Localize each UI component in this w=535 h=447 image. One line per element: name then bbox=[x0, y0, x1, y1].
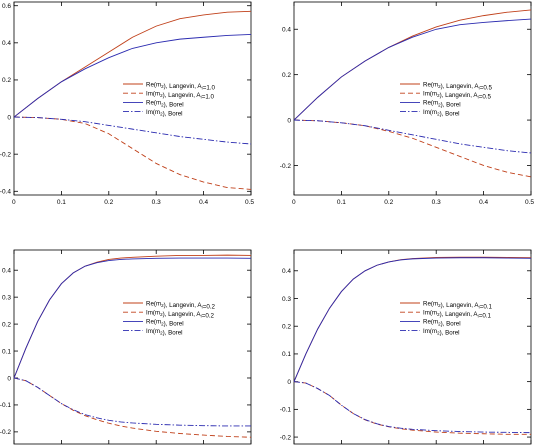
plot-frame bbox=[13, 249, 252, 445]
legend-label: Re(m2), Borel bbox=[423, 319, 461, 328]
x-tick-label: 0.3 bbox=[432, 199, 441, 206]
y-tick-label: 0.3 bbox=[2, 294, 11, 301]
y-tick-label: 0 bbox=[287, 117, 291, 124]
x-tick-label: 0.2 bbox=[104, 199, 113, 206]
series-line bbox=[293, 257, 532, 382]
series-line bbox=[13, 34, 252, 118]
legend-label: Re(m2), Langevin, AI=0.5 bbox=[423, 81, 493, 91]
y-tick-label: -0.2 bbox=[0, 151, 11, 158]
plot-frame bbox=[293, 1, 532, 196]
y-tick-label: 0.1 bbox=[2, 348, 11, 355]
series-line bbox=[13, 116, 252, 145]
y-tick-label: -0.1 bbox=[280, 407, 292, 414]
legend-label: Re(m2), Langevin, AI=1.0 bbox=[146, 81, 216, 91]
y-tick-label: -0.2 bbox=[280, 434, 292, 441]
y-tick-label: 0.2 bbox=[2, 77, 11, 84]
series-line bbox=[293, 119, 532, 154]
y-tick-label: 0.4 bbox=[282, 268, 291, 275]
series-line bbox=[13, 257, 252, 379]
y-tick-label: -0.4 bbox=[0, 189, 11, 196]
y-tick-label: 0.1 bbox=[282, 351, 291, 358]
x-tick-label: 0.2 bbox=[384, 199, 393, 206]
series-line bbox=[13, 116, 252, 190]
x-tick-label: 0.1 bbox=[57, 199, 66, 206]
series-line bbox=[293, 381, 531, 435]
y-tick-label: 0.2 bbox=[282, 72, 291, 79]
legend-label: Re(m2), Langevin, AI=0.2 bbox=[146, 300, 216, 310]
legend-label: Im(m2), Borel bbox=[423, 328, 460, 337]
x-tick-label: 0.4 bbox=[479, 199, 488, 206]
y-tick-label: 0.2 bbox=[2, 321, 11, 328]
y-tick-label: 0 bbox=[7, 375, 11, 382]
x-tick-label: 0.4 bbox=[199, 199, 208, 206]
legend-label: Im(m2), Borel bbox=[146, 109, 183, 118]
series-line bbox=[13, 377, 252, 438]
series-line bbox=[293, 18, 532, 121]
y-tick-label: 0 bbox=[287, 379, 291, 386]
legend-label: Im(m2), Borel bbox=[146, 328, 183, 337]
series-line bbox=[13, 377, 251, 427]
series-line bbox=[293, 381, 532, 434]
x-tick-label: 0 bbox=[292, 199, 296, 206]
series-line bbox=[293, 256, 532, 382]
x-tick-label: 0.5 bbox=[245, 199, 254, 206]
y-tick-label: -0.1 bbox=[0, 402, 11, 409]
legend-label: Im(m2), Langevin, AI=0.2 bbox=[146, 310, 214, 320]
x-tick-label: 0.3 bbox=[152, 199, 161, 206]
legend-label: Im(m2), Borel bbox=[423, 109, 460, 118]
x-tick-label: 0 bbox=[12, 199, 16, 206]
y-tick-label: 0.6 bbox=[2, 3, 11, 10]
legend-label: Re(m2), Borel bbox=[423, 100, 461, 109]
panel-bottom-left: 00.20.40.60.81-0.2-0.100.10.20.30.4Re(m2… bbox=[0, 249, 252, 445]
x-tick-label: 0.5 bbox=[525, 199, 534, 206]
y-tick-label: 0.4 bbox=[2, 40, 11, 47]
series-line bbox=[13, 254, 252, 379]
series-line bbox=[293, 9, 532, 121]
legend-label: Re(m2), Langevin, AI=0.1 bbox=[423, 300, 493, 310]
panel-top-right: 0 0.1 0.2 0.3 0.4 0.5 -0.2 0 0.2 0.4 Re(m2), Lange… bbox=[280, 1, 534, 206]
y-tick-label: 0.4 bbox=[2, 268, 11, 275]
legend-label: Im(m2), Langevin, AI=0.5 bbox=[423, 91, 491, 101]
panel-bottom-right: 00.20.40.60.81-0.2-0.100.10.20.30.4Re(m2… bbox=[280, 249, 532, 445]
legend-label: Re(m2), Borel bbox=[146, 319, 184, 328]
series-line bbox=[13, 10, 252, 118]
legend-label: Im(m2), Langevin, AI=1.0 bbox=[146, 91, 214, 101]
y-tick-label: 0.2 bbox=[282, 324, 291, 331]
plot-frame bbox=[13, 1, 252, 196]
y-tick-label: -0.2 bbox=[0, 429, 11, 436]
panel-top-left: 0 0.1 0.2 0.3 0.4 0.5 -0.4 -0.2 0 0.2 0.4 0.6 Re(m2)… bbox=[0, 1, 254, 206]
legend-label: Re(m2), Borel bbox=[146, 100, 184, 109]
plot-frame bbox=[293, 249, 532, 445]
legend-label: Im(m2), Langevin, AI=0.1 bbox=[423, 310, 491, 320]
x-tick-label: 0.1 bbox=[337, 199, 346, 206]
y-tick-label: 0 bbox=[7, 114, 11, 121]
y-tick-label: -0.2 bbox=[280, 163, 292, 170]
series-line bbox=[293, 119, 532, 178]
y-tick-label: 0.3 bbox=[282, 296, 291, 303]
y-tick-label: 0.4 bbox=[282, 27, 291, 34]
